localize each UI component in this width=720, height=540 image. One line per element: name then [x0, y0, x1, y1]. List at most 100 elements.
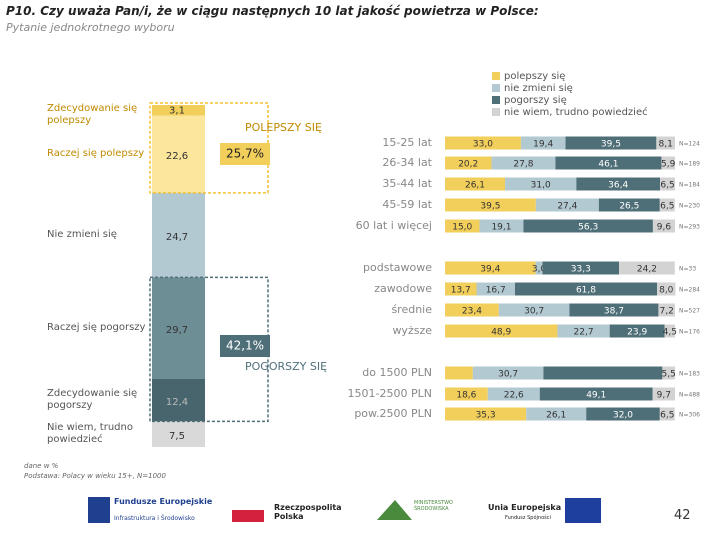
value-label: 9,6	[657, 223, 672, 233]
sample-size: N=293	[679, 224, 700, 231]
category-label: 1501-2500 PLN	[348, 387, 432, 400]
value-label: 27,8	[513, 160, 533, 170]
annotation: POLEPSZY SIĘ	[245, 121, 322, 134]
bar-segment	[445, 366, 473, 380]
value-label: 19,1	[491, 223, 511, 233]
legend-swatch	[492, 108, 500, 116]
value-label: 33,3	[571, 265, 591, 275]
bar-segment	[661, 156, 675, 170]
sample-size: N=176	[679, 329, 700, 336]
sample-size: N=33	[679, 266, 696, 273]
category-label: pow.2500 PLN	[354, 407, 432, 420]
sample-size: N=183	[679, 371, 700, 378]
bar-segment	[539, 387, 653, 401]
value-label: 35,3	[476, 411, 496, 421]
bar-segment	[445, 219, 480, 233]
value-label: 39,5	[480, 202, 500, 212]
value-label: 49,1	[586, 391, 606, 401]
legend-swatch	[492, 96, 500, 104]
bar-segment	[658, 303, 675, 317]
legend-label: polepszy się	[504, 71, 565, 82]
value-label: 13,7	[451, 286, 471, 296]
base-note: Podstawa: Polacy w wieku 15+, N=1000	[24, 472, 166, 480]
bar-segment	[576, 177, 661, 191]
value-label: 56,3	[578, 223, 598, 233]
logo-shape	[377, 500, 412, 520]
value-label: 5,5	[662, 370, 676, 380]
logo-text: Rzeczpospolita Polska	[274, 503, 342, 521]
value-label: 31,0	[531, 181, 551, 191]
value-label: 16,7	[486, 286, 506, 296]
bar-segment	[565, 136, 657, 150]
bar-segment	[445, 177, 506, 191]
logo-text: Fundusz Spójności	[505, 515, 551, 521]
bar-segment	[445, 156, 492, 170]
bar-segment	[472, 366, 544, 380]
bar-segment	[659, 407, 675, 421]
bar-segment	[445, 261, 536, 275]
value-label: 61,8	[576, 286, 596, 296]
category-label: zawodowe	[374, 282, 432, 295]
value-label: 29,7	[166, 325, 188, 336]
bar-segment	[652, 387, 675, 401]
bar-segment	[152, 277, 205, 379]
bar-segment	[657, 282, 676, 296]
bar-segment	[445, 136, 521, 150]
bar-segment	[662, 366, 675, 380]
bar-segment	[152, 105, 205, 116]
bar-segment	[619, 261, 675, 275]
annotation: POGORSZY SIĘ	[245, 360, 327, 373]
bar-segment	[569, 303, 659, 317]
category-label: 60 lat i więcej	[356, 219, 432, 232]
value-label: 3,0	[532, 265, 547, 275]
category-label: Nie zmieni się	[47, 229, 117, 241]
bar-segment	[586, 407, 660, 421]
bar-segment	[520, 136, 566, 150]
value-label: 20,2	[458, 160, 478, 170]
bar-segment	[152, 378, 205, 422]
annotation-box	[220, 143, 270, 165]
bar-segment	[660, 177, 675, 191]
value-label: 15,0	[452, 223, 472, 233]
bar-segment	[555, 156, 662, 170]
bar-segment	[152, 192, 205, 278]
annotation: 42,1%	[226, 339, 264, 353]
value-label: 9,7	[657, 391, 671, 401]
value-label: 6,5	[660, 202, 674, 212]
category-label: 45-59 lat	[382, 198, 432, 211]
value-label: 18,6	[456, 391, 476, 401]
logo-shape	[88, 497, 110, 523]
category-label: Zdecydowanie się pogorszy	[47, 388, 138, 412]
bar-segment	[557, 324, 610, 338]
bar-segment	[445, 282, 477, 296]
category-label: wyższe	[392, 324, 432, 337]
value-label: 22,7	[574, 328, 594, 338]
title: P10. Czy uważa Pan/i, że w ciągu następn…	[6, 4, 539, 18]
value-label: 22,6	[504, 391, 524, 401]
sample-size: N=488	[679, 392, 700, 399]
bar-segment	[479, 219, 524, 233]
category-label: Nie wiem, trudno powiedzieć	[47, 422, 133, 446]
logo-shape	[565, 498, 601, 523]
note: dane w %	[24, 462, 59, 470]
bar-segment	[445, 198, 536, 212]
page-number: 42	[674, 508, 691, 523]
bar-segment	[152, 115, 205, 193]
category-label: Raczej się pogorszy	[47, 322, 146, 334]
bar-segment	[487, 387, 540, 401]
value-label: 22,6	[166, 151, 188, 162]
legend-label: pogorszy się	[504, 95, 567, 106]
category-label: 26-34 lat	[382, 156, 432, 169]
bar-segment	[598, 198, 660, 212]
value-label: 39,5	[601, 140, 621, 150]
value-label: 24,7	[166, 232, 188, 243]
logo-shape	[232, 510, 264, 522]
value-label: 3,1	[169, 105, 185, 116]
category-label: do 1500 PLN	[362, 366, 432, 379]
value-label: 39,4	[480, 265, 500, 275]
bar-segment	[523, 219, 653, 233]
annotation-box	[220, 335, 270, 357]
sample-size: N=184	[679, 182, 700, 189]
bar-segment	[543, 366, 663, 380]
